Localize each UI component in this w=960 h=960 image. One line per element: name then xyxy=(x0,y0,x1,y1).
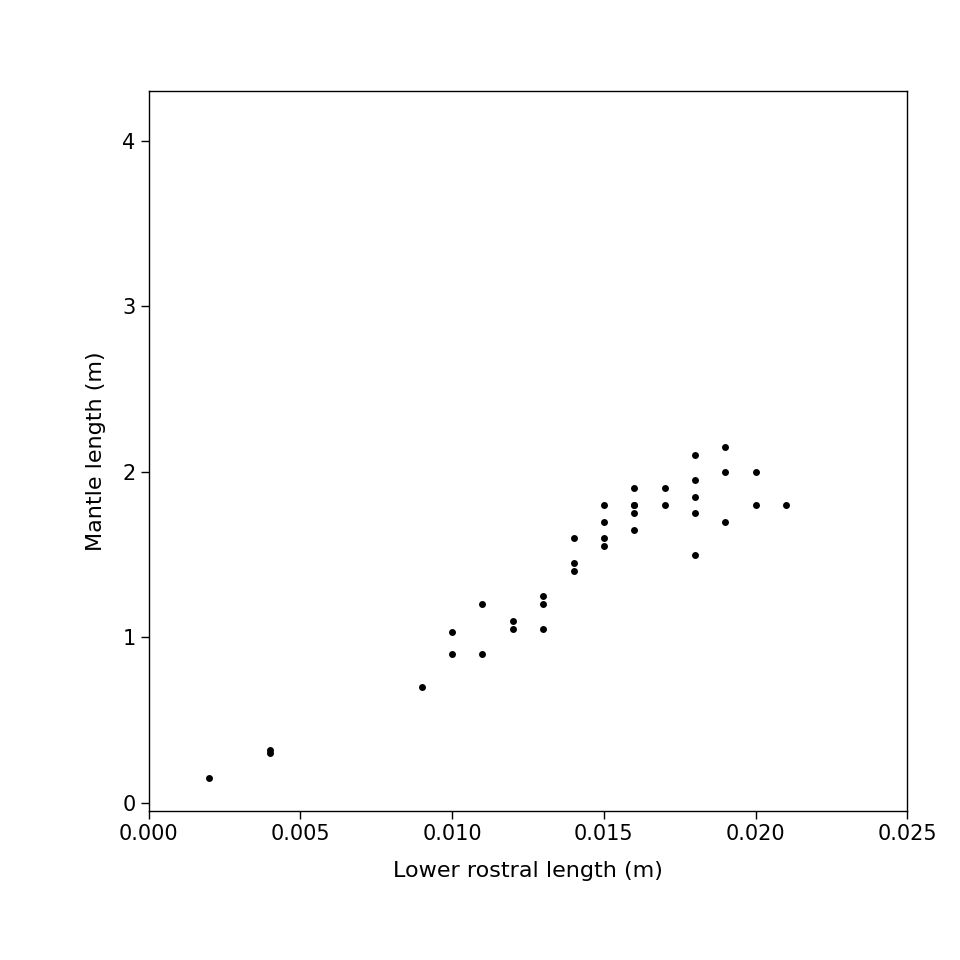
Point xyxy=(627,522,642,538)
Point xyxy=(505,613,520,629)
Point xyxy=(687,547,703,563)
Point xyxy=(596,539,612,554)
Point xyxy=(627,506,642,521)
Point xyxy=(262,742,277,757)
Point xyxy=(596,531,612,546)
Point xyxy=(717,465,732,480)
X-axis label: Lower rostral length (m): Lower rostral length (m) xyxy=(393,861,663,881)
Point xyxy=(687,489,703,504)
Point xyxy=(717,514,732,529)
Point xyxy=(627,497,642,513)
Point xyxy=(687,472,703,488)
Point xyxy=(536,588,551,604)
Point xyxy=(444,646,460,661)
Point xyxy=(414,680,429,695)
Point xyxy=(657,481,672,496)
Point xyxy=(627,497,642,513)
Point xyxy=(627,481,642,496)
Point xyxy=(779,497,794,513)
Point xyxy=(565,531,581,546)
Point xyxy=(475,646,491,661)
Point xyxy=(748,497,763,513)
Point xyxy=(505,621,520,636)
Point xyxy=(262,746,277,761)
Point xyxy=(687,506,703,521)
Point xyxy=(565,555,581,570)
Point xyxy=(536,596,551,612)
Point xyxy=(202,771,217,786)
Point xyxy=(444,625,460,640)
Point xyxy=(536,621,551,636)
Point xyxy=(687,447,703,463)
Point xyxy=(657,497,672,513)
Point xyxy=(717,440,732,455)
Point xyxy=(748,465,763,480)
Point xyxy=(475,596,491,612)
Point xyxy=(565,564,581,579)
Y-axis label: Mantle length (m): Mantle length (m) xyxy=(85,351,106,551)
Point xyxy=(596,497,612,513)
Point xyxy=(596,514,612,529)
